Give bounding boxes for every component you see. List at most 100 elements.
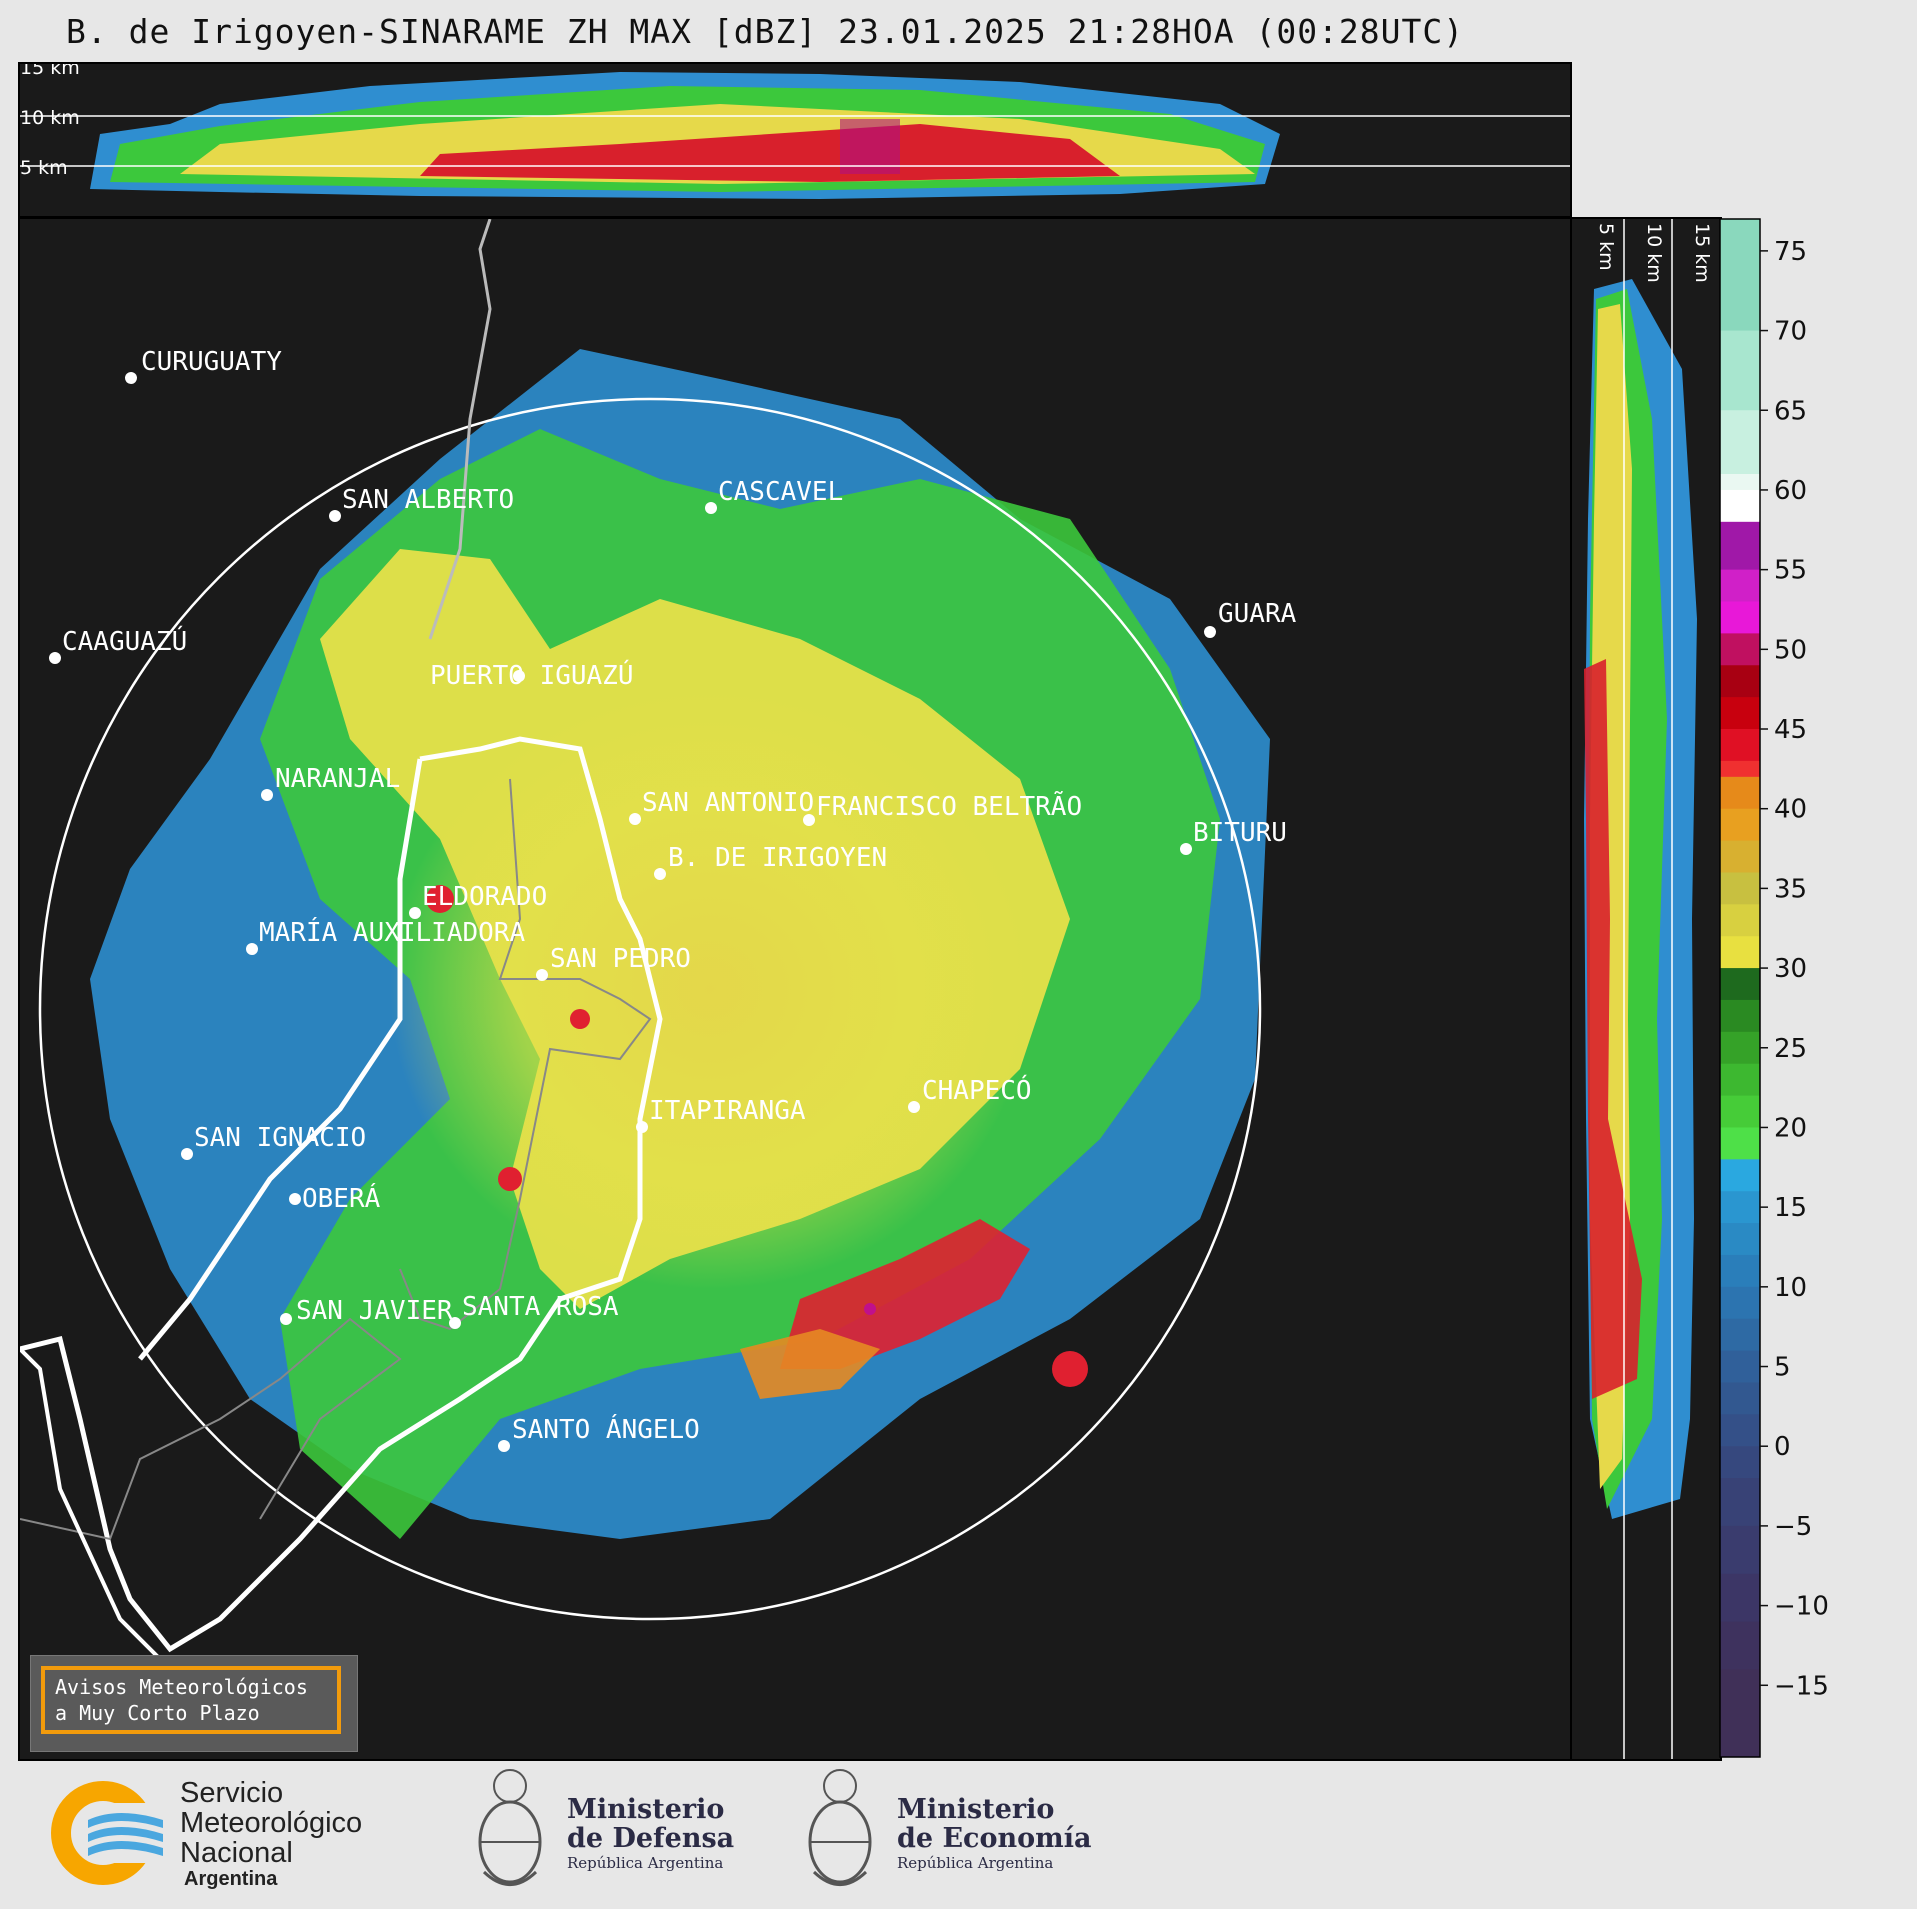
- svg-text:FRANCISCO BELTRÃO: FRANCISCO BELTRÃO: [816, 790, 1082, 822]
- top-cross-section: 15 km 10 km 5 km: [18, 62, 1572, 218]
- svg-text:NARANJAL: NARANJAL: [275, 764, 400, 794]
- city-naranjal: NARANJAL: [261, 764, 400, 801]
- colorbar-strip: [1720, 219, 1760, 332]
- cross-section-red: [420, 124, 1120, 182]
- colorbar-strip: [1720, 1223, 1760, 1256]
- city-guara: GUARA: [1204, 599, 1297, 638]
- page-title: B. de Irigoyen-SINARAME ZH MAX [dBZ] 23.…: [66, 12, 1465, 51]
- warning-line-1: Avisos Meteorológicos: [55, 1675, 308, 1699]
- colorbar-tick-label: 15: [1774, 1193, 1807, 1223]
- colorbar-strip: [1720, 1414, 1760, 1447]
- svg-text:CURUGUATY: CURUGUATY: [141, 347, 282, 377]
- smn-logo-icon: [51, 1781, 163, 1885]
- colorbar-strip: [1720, 776, 1760, 810]
- city-caaguazu: CAAGUAZÚ: [49, 625, 187, 664]
- colorbar-strip: [1720, 840, 1760, 873]
- colorbar-strip: [1720, 1063, 1760, 1097]
- colorbar-tick-label: 45: [1774, 715, 1807, 745]
- shield-icon: [808, 1769, 872, 1886]
- svg-text:BITURU: BITURU: [1193, 818, 1287, 848]
- colorbar-strip: [1720, 489, 1760, 523]
- city-santo-angelo: SANTO ÁNGELO: [498, 1413, 700, 1452]
- colorbar-strip: [1720, 1478, 1760, 1527]
- city-itapiranga: ITAPIRANGA: [636, 1096, 806, 1133]
- colorbar-strip: [1720, 1318, 1760, 1352]
- svg-text:ELDORADO: ELDORADO: [422, 882, 547, 912]
- colorbar-strip: [1720, 760, 1760, 778]
- colorbar-strip: [1720, 1669, 1760, 1758]
- city-bituru: BITURU: [1180, 818, 1287, 855]
- colorbar-strip: [1720, 330, 1760, 411]
- city-maria-auxiliadora: MARÍA AUXILIADORA: [246, 916, 525, 955]
- border-misiones: [138, 758, 423, 1361]
- radar-map: CURUGUATY SAN ALBERTO CASCAVEL CAAGUAZÚ …: [18, 217, 1572, 1761]
- colorbar-tick-label: −10: [1774, 1592, 1829, 1622]
- city-curuguaty: CURUGUATY: [125, 347, 282, 384]
- colorbar-tick-label: 60: [1774, 476, 1807, 506]
- svg-text:SANTO ÁNGELO: SANTO ÁNGELO: [512, 1413, 700, 1445]
- colorbar-tick-label: 0: [1774, 1432, 1791, 1462]
- svg-text:ITAPIRANGA: ITAPIRANGA: [649, 1096, 806, 1126]
- svg-text:SANTA ROSA: SANTA ROSA: [462, 1292, 619, 1322]
- svg-text:SAN IGNACIO: SAN IGNACIO: [194, 1123, 366, 1153]
- svg-text:SAN PEDRO: SAN PEDRO: [550, 944, 691, 974]
- city-san-ignacio: SAN IGNACIO: [181, 1123, 366, 1160]
- city-san-pedro: SAN PEDRO: [536, 944, 691, 981]
- side-section-red: [1584, 659, 1642, 1399]
- colorbar-strip: [1720, 729, 1760, 762]
- colorbar-strip: [1720, 1031, 1760, 1065]
- svg-text:GUARA: GUARA: [1218, 599, 1297, 629]
- border-corrientes: [20, 1347, 182, 1681]
- svg-text:SAN ANTONIO: SAN ANTONIO: [642, 788, 814, 818]
- colorbar-strip: [1720, 904, 1760, 937]
- colorbar-strip: [1720, 569, 1760, 603]
- warning-link[interactable]: Avisos Meteorológicos a Muy Corto Plazo: [41, 1666, 341, 1734]
- colorbar-strip: [1720, 1621, 1760, 1670]
- colorbar-tick-label: 20: [1774, 1113, 1807, 1143]
- colorbar-strip: [1720, 474, 1760, 491]
- warning-line-2: a Muy Corto Plazo: [55, 1701, 260, 1725]
- colorbar-strip: [1720, 968, 1760, 1001]
- colorbar-tick-label: 10: [1774, 1273, 1807, 1303]
- city-obera: OBERÁ: [289, 1182, 381, 1214]
- city-puerto-iguazu: PUERTO IGUAZÚ: [430, 659, 634, 691]
- svg-text:OBERÁ: OBERÁ: [302, 1182, 381, 1214]
- svg-text:PUERTO IGUAZÚ: PUERTO IGUAZÚ: [430, 659, 634, 691]
- border-iguazu-river: [20, 736, 663, 1653]
- svg-text:CAAGUAZÚ: CAAGUAZÚ: [62, 625, 187, 657]
- top-label-5km: 5 km: [20, 157, 68, 179]
- colorbar-strip: [1720, 808, 1760, 842]
- colorbar-tick-label: 70: [1774, 317, 1807, 347]
- warning-box[interactable]: Avisos Meteorológicos a Muy Corto Plazo: [30, 1655, 358, 1752]
- colorbar-strip: [1720, 1127, 1760, 1160]
- colorbar-tick-label: −15: [1774, 1671, 1829, 1701]
- border-departments-2: [20, 1317, 402, 1541]
- svg-text:CASCAVEL: CASCAVEL: [718, 477, 843, 507]
- svg-text:B. DE IRIGOYEN: B. DE IRIGOYEN: [668, 843, 887, 873]
- city-san-javier: SAN JAVIER: [280, 1296, 453, 1326]
- side-label-5km: 5 km: [1595, 223, 1617, 271]
- colorbar-strip: [1720, 410, 1760, 475]
- economia-logo-text: Ministerio de Economía República Argenti…: [897, 1794, 1092, 1872]
- colorbar-strip: [1720, 521, 1760, 571]
- side-label-10km: 10 km: [1643, 223, 1665, 283]
- city-francisco-beltrao: FRANCISCO BELTRÃO: [803, 790, 1082, 826]
- range-ring: [38, 397, 1262, 1621]
- colorbar-strip: [1720, 665, 1760, 698]
- city-cascavel: CASCAVEL: [705, 477, 843, 514]
- colorbar-tick-label: 50: [1774, 635, 1807, 665]
- top-label-10km: 10 km: [20, 107, 80, 129]
- colorbar-tick-label: −5: [1774, 1512, 1812, 1542]
- colorbar-strip: [1720, 1095, 1760, 1128]
- svg-text:CHAPECÓ: CHAPECÓ: [922, 1074, 1032, 1106]
- border-departments: [399, 778, 652, 1331]
- city-san-antonio: SAN ANTONIO: [629, 788, 814, 825]
- colorbar-strip: [1720, 1159, 1760, 1192]
- side-cross-section: 5 km 10 km 15 km: [1570, 217, 1722, 1761]
- colorbar-strip: [1720, 999, 1760, 1033]
- side-label-15km: 15 km: [1691, 223, 1713, 283]
- colorbar-strip: [1720, 1525, 1760, 1575]
- colorbar-strip: [1720, 1191, 1760, 1224]
